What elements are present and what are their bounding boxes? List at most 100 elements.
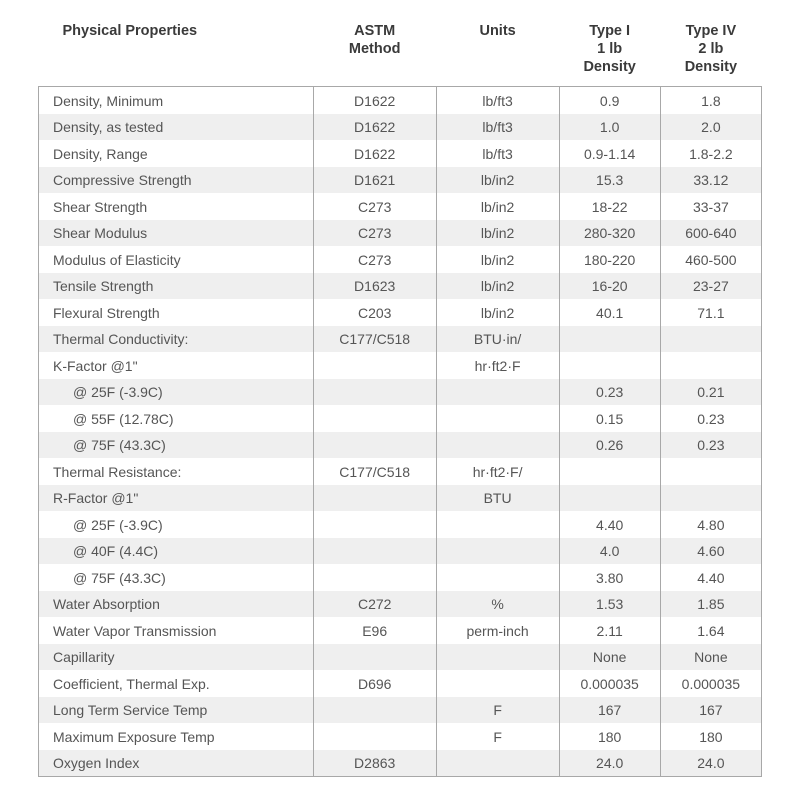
cell-units xyxy=(436,405,559,432)
table-row: Tensile StrengthD1623lb/in216-2023-27 xyxy=(39,273,762,300)
table-row: @ 75F (43.3C) 3.804.40 xyxy=(39,564,762,591)
cell-astm: E96 xyxy=(313,617,436,644)
cell-type4: 0.23 xyxy=(660,405,761,432)
cell-property: Flexural Strength xyxy=(39,299,314,326)
cell-astm xyxy=(313,697,436,724)
cell-type1: 280-320 xyxy=(559,220,660,247)
cell-astm: D1623 xyxy=(313,273,436,300)
cell-type1: 3.80 xyxy=(559,564,660,591)
table-row: Thermal Resistance:C177/C518hr·ft2·F/ xyxy=(39,458,762,485)
cell-astm: C273 xyxy=(313,246,436,273)
cell-units: lb/in2 xyxy=(436,299,559,326)
cell-type1: None xyxy=(559,644,660,671)
table-row: Shear StrengthC273lb/in218-2233-37 xyxy=(39,193,762,220)
cell-type1: 16-20 xyxy=(559,273,660,300)
cell-property: Shear Strength xyxy=(39,193,314,220)
table-row: Flexural StrengthC203lb/in240.171.1 xyxy=(39,299,762,326)
table-row: K-Factor @1"hr·ft2·F xyxy=(39,352,762,379)
cell-type1: 4.40 xyxy=(559,511,660,538)
table-row: Shear ModulusC273lb/in2280-320600-640 xyxy=(39,220,762,247)
cell-type4: 0.21 xyxy=(660,379,761,406)
table-row: Long Term Service TempF167167 xyxy=(39,697,762,724)
cell-property: Oxygen Index xyxy=(39,750,314,777)
cell-type1: 0.9-1.14 xyxy=(559,140,660,167)
cell-astm xyxy=(313,538,436,565)
cell-type1: 15.3 xyxy=(559,167,660,194)
cell-astm: C177/C518 xyxy=(313,458,436,485)
table-row: @ 75F (43.3C)0.260.23 xyxy=(39,432,762,459)
header-astm: ASTMMethod xyxy=(313,18,436,87)
cell-units: BTU xyxy=(436,485,559,512)
cell-units: F xyxy=(436,697,559,724)
cell-units xyxy=(436,644,559,671)
cell-property: Maximum Exposure Temp xyxy=(39,723,314,750)
cell-type4 xyxy=(660,458,761,485)
cell-type1: 0.15 xyxy=(559,405,660,432)
table-row: Water AbsorptionC272%1.531.85 xyxy=(39,591,762,618)
cell-type4: 33-37 xyxy=(660,193,761,220)
cell-astm: D1622 xyxy=(313,140,436,167)
cell-property: @ 55F (12.78C) xyxy=(39,405,314,432)
cell-astm xyxy=(313,485,436,512)
cell-type4: 1.85 xyxy=(660,591,761,618)
table-row: Density, MinimumD1622lb/ft30.91.8 xyxy=(39,87,762,114)
cell-astm: D696 xyxy=(313,670,436,697)
cell-astm: C177/C518 xyxy=(313,326,436,353)
cell-units xyxy=(436,564,559,591)
table-row: Compressive StrengthD1621lb/in215.333.12 xyxy=(39,167,762,194)
table-row: Coefficient, Thermal Exp.D6960.0000350.0… xyxy=(39,670,762,697)
cell-type4: 33.12 xyxy=(660,167,761,194)
cell-type1: 18-22 xyxy=(559,193,660,220)
cell-astm: C272 xyxy=(313,591,436,618)
cell-type4: 4.40 xyxy=(660,564,761,591)
cell-type1: 0.23 xyxy=(559,379,660,406)
cell-type4: 460-500 xyxy=(660,246,761,273)
cell-units: % xyxy=(436,591,559,618)
cell-type4 xyxy=(660,326,761,353)
cell-type1: 180 xyxy=(559,723,660,750)
cell-type1 xyxy=(559,352,660,379)
cell-type4: 0.23 xyxy=(660,432,761,459)
cell-astm xyxy=(313,379,436,406)
cell-type1: 24.0 xyxy=(559,750,660,777)
cell-property: Long Term Service Temp xyxy=(39,697,314,724)
cell-units xyxy=(436,750,559,777)
cell-astm: D1622 xyxy=(313,87,436,114)
cell-type1 xyxy=(559,485,660,512)
table-body: Density, MinimumD1622lb/ft30.91.8Density… xyxy=(39,87,762,777)
cell-property: @ 75F (43.3C) xyxy=(39,564,314,591)
cell-property: Water Absorption xyxy=(39,591,314,618)
cell-astm xyxy=(313,352,436,379)
cell-type4: 1.64 xyxy=(660,617,761,644)
table-row: @ 25F (-3.9C) 0.230.21 xyxy=(39,379,762,406)
cell-property: Density, Range xyxy=(39,140,314,167)
table-row: R-Factor @1"BTU xyxy=(39,485,762,512)
cell-type4: 1.8 xyxy=(660,87,761,114)
header-properties: Physical Properties xyxy=(39,18,314,87)
cell-type1: 1.53 xyxy=(559,591,660,618)
cell-type4: 24.0 xyxy=(660,750,761,777)
cell-property: Density, as tested xyxy=(39,114,314,141)
cell-astm xyxy=(313,644,436,671)
cell-property: @ 25F (-3.9C) xyxy=(39,379,314,406)
table-row: Maximum Exposure TempF180180 xyxy=(39,723,762,750)
cell-units: perm-inch xyxy=(436,617,559,644)
cell-astm xyxy=(313,511,436,538)
cell-type4: 180 xyxy=(660,723,761,750)
table-row: Water Vapor TransmissionE96perm-inch2.11… xyxy=(39,617,762,644)
cell-type4: 2.0 xyxy=(660,114,761,141)
cell-units: lb/in2 xyxy=(436,167,559,194)
cell-astm: C273 xyxy=(313,193,436,220)
table-row: Thermal Conductivity:C177/C518BTU·in/ xyxy=(39,326,762,353)
cell-type1: 40.1 xyxy=(559,299,660,326)
cell-property: @ 25F (-3.9C) xyxy=(39,511,314,538)
cell-units: lb/ft3 xyxy=(436,87,559,114)
table-row: CapillarityNoneNone xyxy=(39,644,762,671)
table-row: Oxygen IndexD286324.024.0 xyxy=(39,750,762,777)
cell-units: lb/in2 xyxy=(436,273,559,300)
cell-property: Water Vapor Transmission xyxy=(39,617,314,644)
cell-property: Thermal Resistance: xyxy=(39,458,314,485)
cell-type1: 167 xyxy=(559,697,660,724)
cell-type4 xyxy=(660,352,761,379)
cell-units xyxy=(436,432,559,459)
